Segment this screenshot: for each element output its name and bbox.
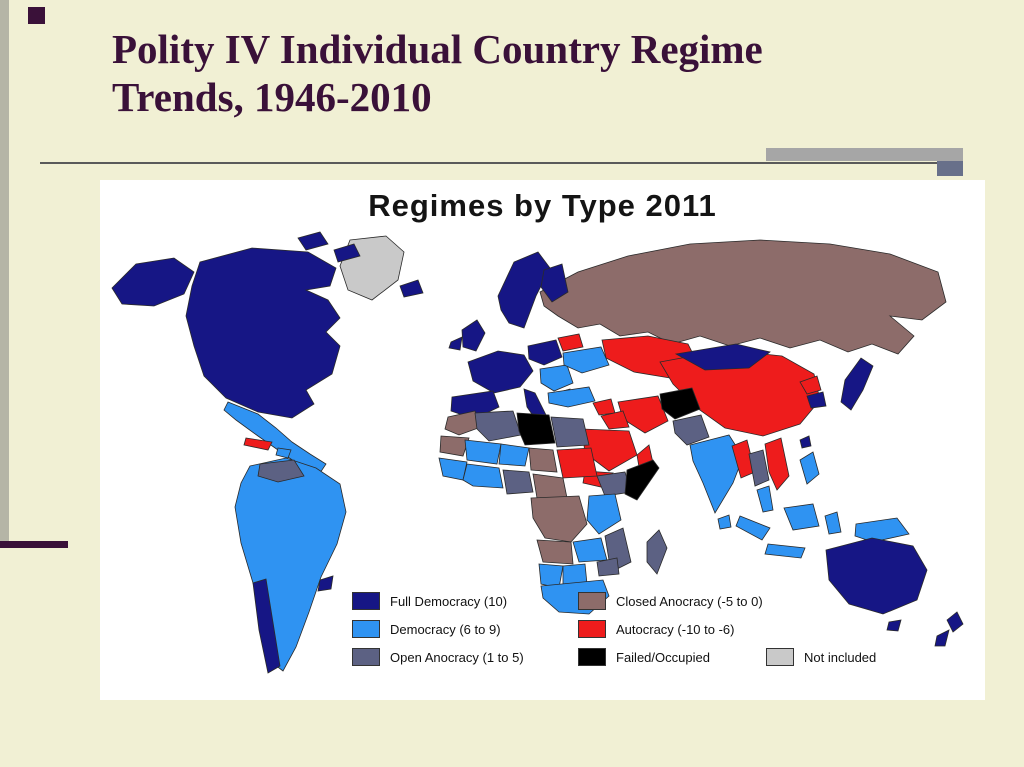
legend-label-autocracy: Autocracy (-10 to -6) <box>616 621 735 637</box>
region-egypt <box>550 416 590 448</box>
region-uruguay <box>317 575 334 592</box>
region-madagascar <box>646 529 668 575</box>
region-philippines <box>799 451 820 485</box>
region-south-america <box>234 457 347 672</box>
region-nigeria <box>502 469 534 495</box>
region-morocco <box>444 410 482 436</box>
region-ireland <box>448 336 463 351</box>
region-zambia <box>572 537 608 563</box>
legend-item-closed-anocracy: Closed Anocracy (-5 to 0) <box>578 592 763 610</box>
legend-item-failed-occupied: Failed/Occupied <box>578 648 710 666</box>
slide-title: Polity IV Individual Country Regime Tren… <box>112 26 763 120</box>
region-pakistan <box>672 414 710 446</box>
region-thailand <box>748 449 770 487</box>
region-japan <box>840 357 874 411</box>
region-ukraine <box>562 346 610 374</box>
region-angola <box>536 539 574 565</box>
region-java <box>764 543 806 559</box>
region-zimbabwe <box>596 557 620 577</box>
region-senegal-guinea <box>438 457 468 481</box>
region-kenya-tanzania <box>586 493 622 535</box>
region-sri-lanka <box>717 514 732 530</box>
region-borneo <box>783 503 820 531</box>
region-finland <box>540 263 569 303</box>
left-accent-underline <box>0 541 68 548</box>
region-venezuela <box>257 459 305 483</box>
region-turkey <box>547 386 596 408</box>
region-algeria <box>474 410 522 442</box>
region-cameroon-car <box>532 473 568 499</box>
legend-item-not-included: Not included <box>766 648 876 666</box>
region-mali <box>464 439 502 465</box>
legend-swatch-closed-anocracy <box>578 592 606 610</box>
region-sudan <box>556 447 598 479</box>
legend-swatch-full-democracy <box>352 592 380 610</box>
legend-swatch-open-anocracy <box>352 648 380 666</box>
region-scandinavia <box>497 251 551 329</box>
map-panel: Regimes by Type 2011 <box>100 180 985 700</box>
title-divider-gray-bar <box>766 148 963 161</box>
region-cuba <box>243 437 273 451</box>
region-australia <box>825 537 928 615</box>
region-hispaniola <box>275 447 292 459</box>
region-sumatra <box>735 515 771 541</box>
title-divider-line <box>40 162 963 164</box>
region-russia <box>539 239 947 355</box>
legend-item-democracy: Democracy (6 to 9) <box>352 620 501 638</box>
legend-label-failed-occupied: Failed/Occupied <box>616 649 710 665</box>
legend-item-open-anocracy: Open Anocracy (1 to 5) <box>352 648 524 666</box>
region-dr-congo <box>530 495 588 543</box>
region-balkans <box>539 364 574 392</box>
region-mongolia <box>674 343 771 371</box>
region-malay-peninsula <box>756 485 774 513</box>
region-chad <box>528 447 558 473</box>
region-iraq <box>600 410 630 430</box>
legend-swatch-autocracy <box>578 620 606 638</box>
legend-label-closed-anocracy: Closed Anocracy (-5 to 0) <box>616 593 763 609</box>
region-chile <box>252 578 281 674</box>
legend-item-autocracy: Autocracy (-10 to -6) <box>578 620 735 638</box>
title-bullet-square <box>28 7 45 24</box>
region-vietnam-laos <box>764 437 790 491</box>
region-poland <box>527 339 563 366</box>
legend-swatch-failed-occupied <box>578 648 606 666</box>
region-mauritania <box>439 435 470 457</box>
region-afghanistan <box>659 387 701 420</box>
legend-label-not-included: Not included <box>804 649 877 665</box>
legend-label-full-democracy: Full Democracy (10) <box>390 593 508 609</box>
legend-label-democracy: Democracy (6 to 9) <box>390 621 501 637</box>
legend-label-open-anocracy: Open Anocracy (1 to 5) <box>390 649 524 665</box>
region-tasmania <box>886 619 902 632</box>
map-title: Regimes by Type 2011 <box>368 188 717 223</box>
region-india <box>689 434 744 514</box>
left-accent-bar <box>0 0 9 545</box>
legend-swatch-democracy <box>352 620 380 638</box>
region-alaska <box>111 257 195 307</box>
region-taiwan <box>799 435 812 449</box>
region-arctic-island-2 <box>333 243 361 263</box>
region-north-korea <box>799 375 822 395</box>
region-south-korea <box>806 391 827 409</box>
legend-swatch-not-included <box>766 648 794 666</box>
region-canada-usa <box>185 247 341 419</box>
region-new-zealand-north <box>946 611 964 633</box>
region-iceland <box>399 279 424 298</box>
region-syria <box>592 398 616 416</box>
region-new-zealand-south <box>934 629 950 647</box>
region-arctic-island-1 <box>297 231 329 251</box>
region-somalia <box>624 459 660 501</box>
region-united-kingdom <box>461 319 486 352</box>
region-sulawesi <box>824 511 842 535</box>
legend-item-full-democracy: Full Democracy (10) <box>352 592 507 610</box>
world-map <box>111 231 964 674</box>
region-niger <box>498 443 530 467</box>
region-western-europe <box>467 350 534 394</box>
region-belarus <box>557 333 584 352</box>
region-libya <box>516 412 556 446</box>
region-new-guinea <box>854 517 910 543</box>
region-ghana-ivory-coast <box>462 463 504 489</box>
title-divider-end-cap <box>937 161 963 176</box>
